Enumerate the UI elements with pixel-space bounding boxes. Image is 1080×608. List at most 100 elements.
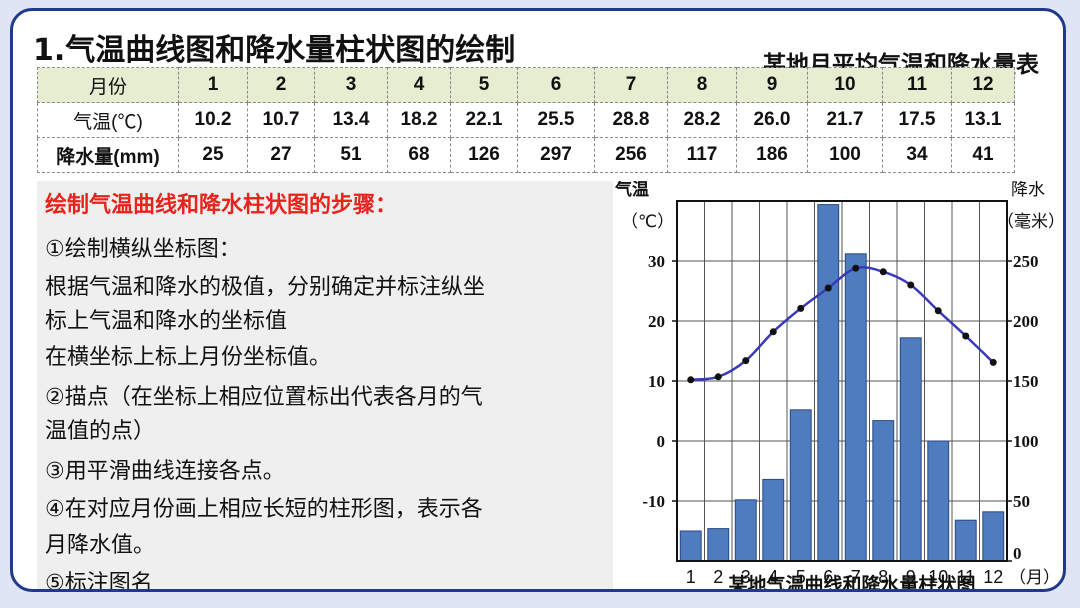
- x-tick-label: 8: [878, 567, 888, 587]
- step-line: ③用平滑曲线连接各点。: [45, 459, 285, 484]
- temp-cell: 17.5: [882, 102, 952, 138]
- month-cell: 1: [178, 67, 248, 103]
- x-tick-label: 11: [956, 567, 975, 587]
- y-left-unit: （℃）: [621, 212, 674, 232]
- precip-cell: 41: [951, 137, 1015, 173]
- precip-bar: [899, 337, 922, 562]
- month-cell: 12: [951, 67, 1015, 103]
- temp-row-label: 气温(℃): [37, 102, 179, 138]
- precip-cell: 51: [314, 137, 388, 173]
- precip-cell: 256: [594, 137, 668, 173]
- x-tick-label: 5: [796, 567, 806, 587]
- precip-row-label: 降水量(mm): [37, 137, 179, 173]
- temp-point: [714, 373, 722, 381]
- precip-cell: 126: [450, 137, 518, 173]
- x-tick-label: 4: [768, 567, 778, 587]
- precip-bar: [734, 499, 757, 562]
- precip-cell: 117: [667, 137, 737, 173]
- temp-point: [687, 376, 695, 384]
- precip-cell: 297: [517, 137, 595, 173]
- temp-cell: 28.8: [594, 102, 668, 138]
- temp-point: [797, 304, 805, 312]
- step-line: 标上气温和降水的坐标值: [45, 309, 288, 334]
- temp-cell: 10.2: [178, 102, 248, 138]
- temp-cell: 26.0: [736, 102, 808, 138]
- x-tick-label: 1: [686, 567, 696, 587]
- temp-cell: 10.7: [247, 102, 315, 138]
- temp-cell: 18.2: [387, 102, 451, 138]
- y-right-label: 降水: [1011, 181, 1045, 200]
- temp-cell: 13.1: [951, 102, 1015, 138]
- month-cell: 7: [594, 67, 668, 103]
- month-cell: 10: [807, 67, 883, 103]
- temp-point: [742, 357, 750, 365]
- temp-point: [962, 332, 970, 340]
- table-row-precips: 降水量(mm) 25 27 51 68 126 297 256 117 186 100 34 41: [37, 137, 1015, 173]
- x-tick-label: 12: [983, 567, 1003, 587]
- step-line: 温值的点）: [45, 419, 156, 444]
- step-line: 根据气温和降水的极值，分别确定并标注纵坐: [45, 275, 486, 300]
- precip-bar: [844, 253, 867, 562]
- precip-bar: [707, 528, 730, 562]
- month-cell: 5: [450, 67, 518, 103]
- temp-point: [824, 284, 832, 292]
- temp-cell: 25.5: [517, 102, 595, 138]
- temp-point: [852, 264, 860, 272]
- temp-point: [989, 358, 997, 366]
- step-line: ②描点（在坐标上相应位置标出代表各月的气: [45, 385, 483, 410]
- y-right-tick-label: 0: [1013, 544, 1022, 563]
- y-right-tick-label: 100: [1013, 432, 1039, 451]
- step-line: 在横坐标上标上月份坐标值。: [45, 345, 332, 370]
- temp-cell: 22.1: [450, 102, 518, 138]
- precip-bar: [982, 511, 1005, 562]
- y-left-tick-label: 10: [648, 372, 665, 391]
- step-line: ①绘制横纵坐标图：: [45, 237, 241, 262]
- precip-bar: [679, 530, 702, 562]
- temp-cell: 28.2: [667, 102, 737, 138]
- step-line: ④在对应月份画上相应长短的柱形图，表示各: [45, 497, 483, 522]
- y-left-tick-label: -10: [642, 492, 665, 511]
- month-cell: 6: [517, 67, 595, 103]
- step-line: 月降水值。: [45, 533, 156, 558]
- y-right-tick-label: 150: [1013, 372, 1039, 391]
- precip-bar: [954, 519, 977, 562]
- page-title: 1.气温曲线图和降水量柱状图的绘制: [33, 33, 516, 68]
- x-tick-label: 9: [906, 567, 916, 587]
- month-cell: 4: [387, 67, 451, 103]
- precip-bar: [817, 204, 840, 562]
- steps-title: 绘制气温曲线和降水柱状图的步骤：: [45, 193, 398, 218]
- table-row-temps: 气温(℃) 10.2 10.7 13.4 18.2 22.1 25.5 28.8 28.2 26…: [37, 102, 1015, 138]
- x-tick-label: 3: [741, 567, 751, 587]
- x-tick-label: 6: [823, 567, 833, 587]
- precip-bar: [762, 478, 785, 562]
- month-cell: 11: [882, 67, 952, 103]
- temp-point: [907, 281, 915, 289]
- x-tick-label: 2: [713, 567, 723, 587]
- precip-bar: [927, 440, 950, 562]
- x-axis-unit: （月）: [1009, 568, 1060, 587]
- data-table: 月份 1 2 3 4 5 6 7 8 9 10 11 12 气温(℃) 10.2 10.7 13.4 18.…: [37, 67, 1015, 173]
- precip-cell: 100: [807, 137, 883, 173]
- steps-panel: 绘制气温曲线和降水柱状图的步骤： ①绘制横纵坐标图： 根据气温和降水的极值，分别…: [37, 181, 613, 592]
- precip-cell: 34: [882, 137, 952, 173]
- x-tick-label: 10: [928, 567, 948, 587]
- y-right-unit: （毫米）: [997, 212, 1065, 232]
- y-right-tick-label: 250: [1013, 252, 1039, 271]
- y-left-label: 气温: [614, 181, 649, 200]
- month-cell: 9: [736, 67, 808, 103]
- precip-bar: [789, 409, 812, 562]
- temp-point: [769, 328, 777, 336]
- y-right-tick-label: 200: [1013, 312, 1039, 331]
- precip-cell: 68: [387, 137, 451, 173]
- precip-cell: 186: [736, 137, 808, 173]
- x-tick-label: 7: [851, 567, 861, 587]
- precip-bar: [872, 420, 895, 562]
- y-left-tick-label: 0: [657, 432, 666, 451]
- y-left-tick-label: 30: [648, 252, 665, 271]
- step-line: ⑤标注图名: [45, 571, 153, 592]
- month-cell: 8: [667, 67, 737, 103]
- table-row-months: 月份 1 2 3 4 5 6 7 8 9 10 11 12: [37, 67, 1015, 103]
- y-left-tick-label: 20: [648, 312, 665, 331]
